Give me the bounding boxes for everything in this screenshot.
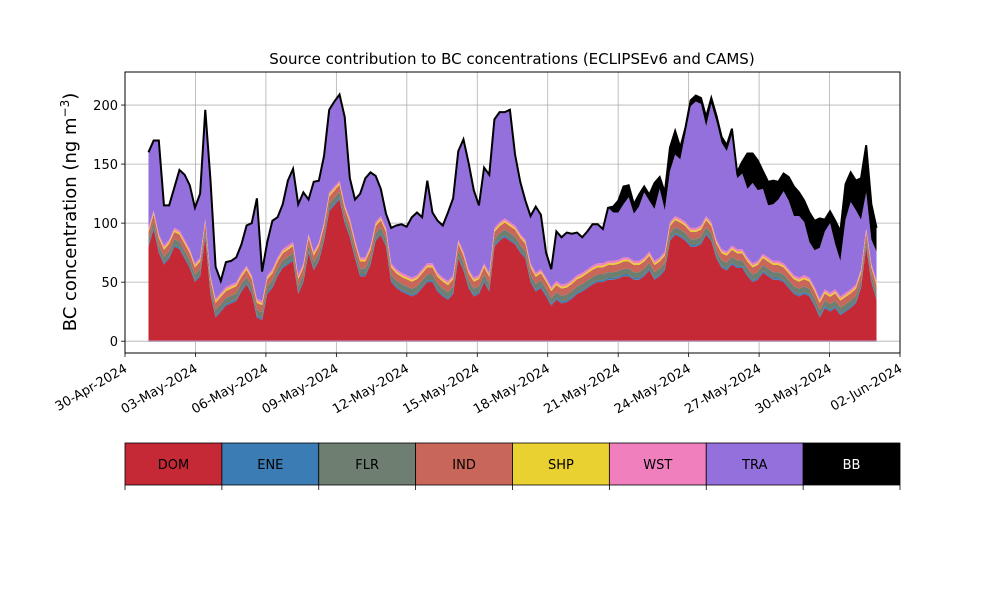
x-tick-label: 30-Apr-2024 <box>53 361 130 414</box>
legend-swatch-ene <box>221 442 320 486</box>
area-flr <box>148 191 877 319</box>
x-tick-label: 21-May-2024 <box>542 361 624 417</box>
x-tick-label: 18-May-2024 <box>471 361 553 417</box>
x-tick-label: 09-May-2024 <box>260 361 342 417</box>
x-tick-label: 15-May-2024 <box>401 361 483 417</box>
outline-layer <box>147 92 878 342</box>
x-tick-label: 03-May-2024 <box>119 361 201 417</box>
x-tick-label: 30-May-2024 <box>753 361 835 417</box>
x-axis: 30-Apr-202403-May-202406-May-202409-May-… <box>53 353 905 417</box>
legend-swatch-ind <box>415 442 513 486</box>
legend-label-ene: ENE <box>257 458 283 473</box>
x-tick-label: 27-May-2024 <box>682 361 764 417</box>
legend-label-flr: FLR <box>355 458 379 473</box>
x-tick-label: 12-May-2024 <box>330 361 412 417</box>
legend-swatch-shp <box>512 442 610 486</box>
y-tick-label: 200 <box>93 99 118 114</box>
legend-label-ind: IND <box>452 458 476 473</box>
y-tick-label: 0 <box>110 335 118 350</box>
y-axis-label: BC concentration (ng m−3) <box>58 93 81 332</box>
total-outline <box>147 92 878 285</box>
plot-frame <box>124 71 901 354</box>
legend-swatch-wst <box>608 442 707 486</box>
area-tra <box>148 94 877 302</box>
y-axis: 0 50 100 150 200 <box>93 99 125 350</box>
chart-title: Source contribution to BC concentrations… <box>269 50 754 68</box>
legend-label-dom: DOM <box>158 458 189 473</box>
legend-label-wst: WST <box>643 458 672 473</box>
y-tick-label: 150 <box>93 158 118 173</box>
x-tick-label: 06-May-2024 <box>189 361 271 417</box>
y-axis-label-main: BC concentration (ng m <box>60 117 81 331</box>
area-dom <box>148 199 877 342</box>
y-axis-label-close: ) <box>60 93 81 100</box>
area-ind <box>148 184 877 313</box>
stacked-area-layer <box>148 94 877 342</box>
x-tick-label: 02-Jun-2024 <box>828 361 905 414</box>
legend-swatch-dom <box>124 442 223 486</box>
legend-label-bb: BB <box>843 458 861 473</box>
legend-label-shp: SHP <box>548 458 574 473</box>
legend-swatch-tra <box>705 442 804 486</box>
y-tick-label: 50 <box>101 276 118 291</box>
y-axis-label-superscript: −3 <box>58 100 72 118</box>
legend-swatch-flr <box>318 442 417 486</box>
x-tick-label: 24-May-2024 <box>612 361 694 417</box>
y-tick-label: 100 <box>93 217 118 232</box>
legend-swatch-bb <box>802 442 901 486</box>
legend-label-tra: TRA <box>741 458 767 473</box>
legend-colorbar: DOM ENE FLR IND SHP WST TRA BB <box>124 442 901 490</box>
